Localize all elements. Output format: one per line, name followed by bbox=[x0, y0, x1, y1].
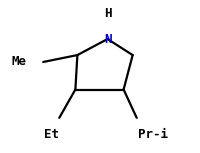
Text: Me: Me bbox=[11, 55, 26, 68]
Text: Pr-i: Pr-i bbox=[137, 128, 167, 141]
Text: N: N bbox=[103, 33, 111, 45]
Text: H: H bbox=[103, 7, 111, 20]
Text: Et: Et bbox=[44, 128, 58, 141]
